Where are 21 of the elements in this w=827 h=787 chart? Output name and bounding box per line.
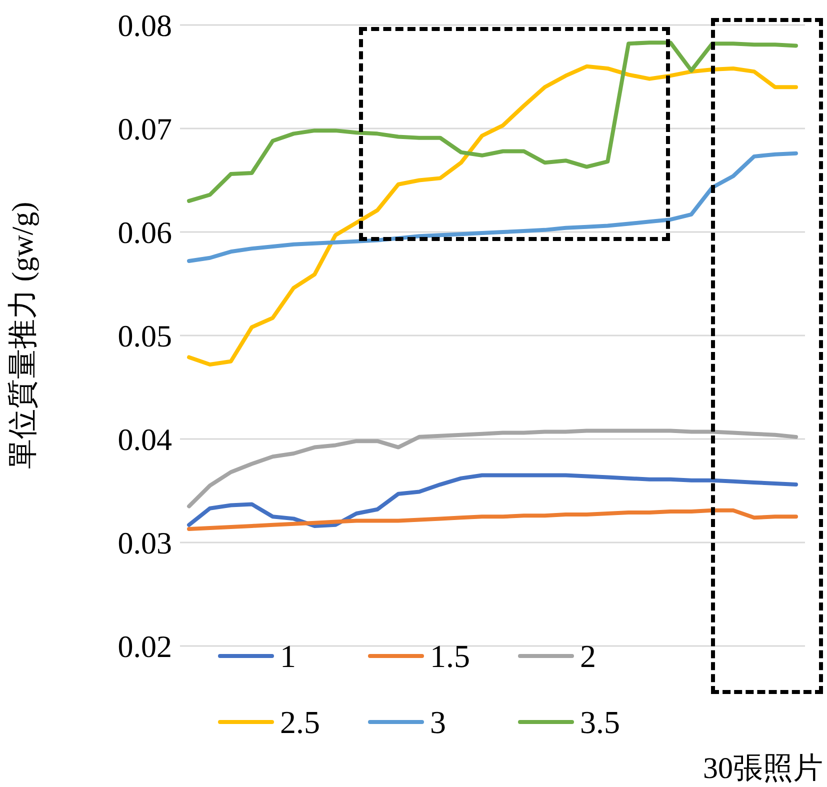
y-tick-label: 0.08 <box>118 8 172 44</box>
y-axis-title: 單位質量推力 (gw/g) <box>6 202 40 470</box>
legend-label: 1.5 <box>430 638 470 674</box>
y-tick-label: 0.02 <box>118 629 172 664</box>
line-series <box>187 428 798 508</box>
y-tick-label: 0.03 <box>118 526 172 561</box>
line-series <box>187 151 798 263</box>
y-tick-label: 0.07 <box>118 112 172 147</box>
text: 30張照片 <box>703 751 823 787</box>
line-series <box>187 40 798 203</box>
line-series <box>187 508 798 532</box>
line-series <box>187 64 798 366</box>
legend-label: 2.5 <box>280 704 320 740</box>
line-series <box>187 473 798 528</box>
y-tick-label: 0.05 <box>118 318 172 354</box>
y-tick-label: 0.06 <box>118 215 172 250</box>
legend-label: 3.5 <box>580 704 620 740</box>
y-tick-label: 0.04 <box>118 422 172 458</box>
legend-label: 2 <box>580 638 596 674</box>
legend-label: 3 <box>430 704 446 740</box>
legend-label: 1 <box>280 638 296 674</box>
